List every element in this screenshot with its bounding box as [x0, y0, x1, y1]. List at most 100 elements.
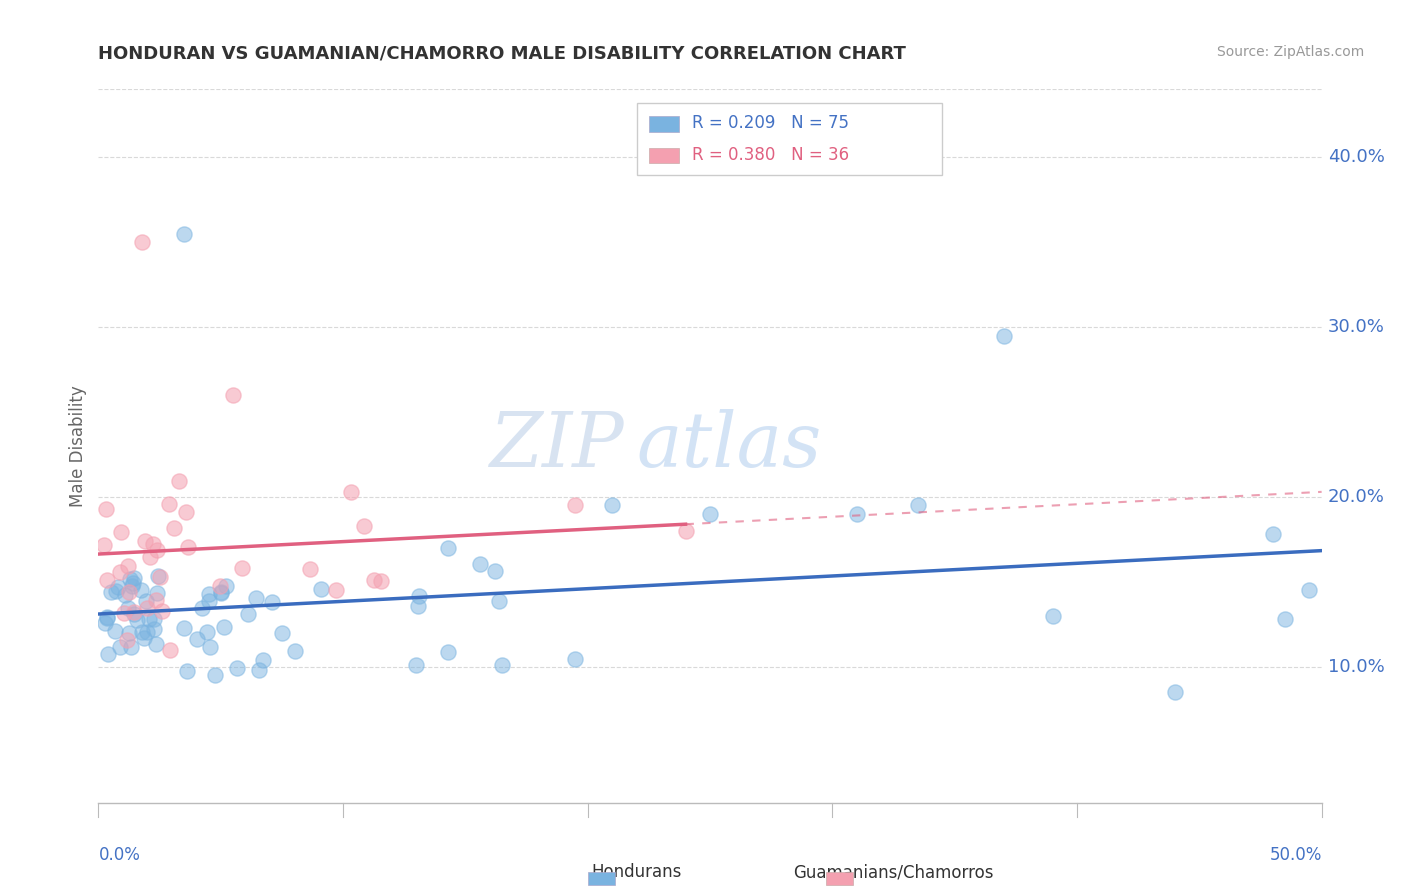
Point	[159, 497, 181, 511]
Point	[339, 484, 361, 499]
Point	[699, 507, 721, 521]
Point	[118, 572, 141, 586]
Point	[132, 632, 155, 646]
Point	[195, 624, 218, 639]
Point	[212, 620, 235, 634]
Point	[437, 644, 460, 658]
Point	[363, 573, 385, 587]
Point	[122, 571, 145, 585]
Bar	[588, 872, 614, 885]
Point	[93, 616, 115, 631]
Point	[198, 640, 221, 655]
Point	[353, 519, 375, 533]
Point	[1164, 685, 1187, 699]
Point	[114, 588, 136, 602]
Point	[108, 565, 131, 579]
Point	[177, 541, 200, 555]
Point	[309, 582, 332, 596]
Point	[176, 664, 198, 678]
Text: 50.0%: 50.0%	[1270, 846, 1322, 863]
Point	[204, 667, 226, 681]
Point	[325, 582, 347, 597]
Point	[406, 599, 429, 613]
Text: HONDURAN VS GUAMANIAN/CHAMORRO MALE DISABILITY CORRELATION CHART: HONDURAN VS GUAMANIAN/CHAMORRO MALE DISA…	[98, 45, 907, 62]
Point	[173, 227, 195, 241]
Point	[107, 580, 129, 594]
Point	[117, 601, 139, 615]
Bar	[637, 103, 942, 175]
Point	[270, 625, 292, 640]
Text: 0.0%: 0.0%	[98, 846, 141, 863]
Bar	[648, 116, 679, 132]
Point	[143, 622, 166, 636]
Point	[96, 573, 118, 587]
Point	[150, 604, 173, 618]
Point	[100, 585, 122, 599]
Point	[191, 601, 214, 615]
Point	[262, 595, 284, 609]
Point	[127, 613, 149, 627]
Point	[484, 564, 506, 578]
Point	[993, 328, 1015, 343]
Point	[149, 569, 172, 583]
Point	[370, 574, 392, 589]
Point	[198, 594, 221, 608]
Point	[122, 607, 145, 621]
Text: Hondurans: Hondurans	[592, 863, 682, 881]
Point	[222, 388, 245, 402]
Text: 40.0%: 40.0%	[1327, 148, 1385, 166]
Point	[1298, 583, 1320, 598]
Point	[96, 610, 118, 624]
Point	[97, 647, 120, 661]
Y-axis label: Male Disability: Male Disability	[69, 385, 87, 507]
Point	[121, 576, 143, 591]
Text: R = 0.209   N = 75: R = 0.209 N = 75	[692, 114, 849, 132]
Text: 30.0%: 30.0%	[1327, 318, 1385, 336]
Point	[93, 538, 115, 552]
Point	[96, 611, 118, 625]
Point	[299, 561, 322, 575]
Point	[174, 505, 197, 519]
Point	[1261, 527, 1284, 541]
Point	[600, 499, 623, 513]
Point	[136, 600, 159, 615]
Point	[145, 593, 167, 607]
Point	[142, 536, 165, 550]
Point	[225, 661, 247, 675]
Point	[186, 632, 208, 646]
Point	[675, 524, 697, 538]
Point	[252, 653, 274, 667]
Point	[120, 640, 142, 655]
Point	[1042, 608, 1064, 623]
Point	[283, 643, 305, 657]
Point	[145, 542, 167, 557]
Point	[173, 621, 195, 635]
Point	[491, 657, 513, 672]
Text: Guamanians/Chamorros: Guamanians/Chamorros	[793, 863, 994, 881]
Point	[104, 624, 127, 638]
Text: R = 0.380   N = 36: R = 0.380 N = 36	[692, 146, 849, 164]
Point	[134, 533, 156, 548]
Point	[245, 591, 267, 605]
Point	[108, 640, 131, 654]
Point	[131, 235, 153, 249]
Point	[436, 541, 458, 555]
Point	[408, 589, 430, 603]
Point	[209, 585, 232, 599]
Point	[163, 521, 186, 535]
Point	[564, 499, 586, 513]
Point	[845, 507, 868, 521]
Point	[231, 560, 253, 574]
Bar	[648, 148, 679, 163]
Point	[112, 606, 135, 620]
Text: atlas: atlas	[637, 409, 823, 483]
Point	[117, 559, 139, 574]
Point	[247, 663, 270, 677]
Point	[94, 502, 117, 516]
Point	[564, 652, 586, 666]
Point	[209, 584, 232, 599]
Point	[146, 585, 169, 599]
Point	[236, 607, 259, 622]
Point	[139, 550, 162, 565]
Point	[138, 612, 160, 626]
